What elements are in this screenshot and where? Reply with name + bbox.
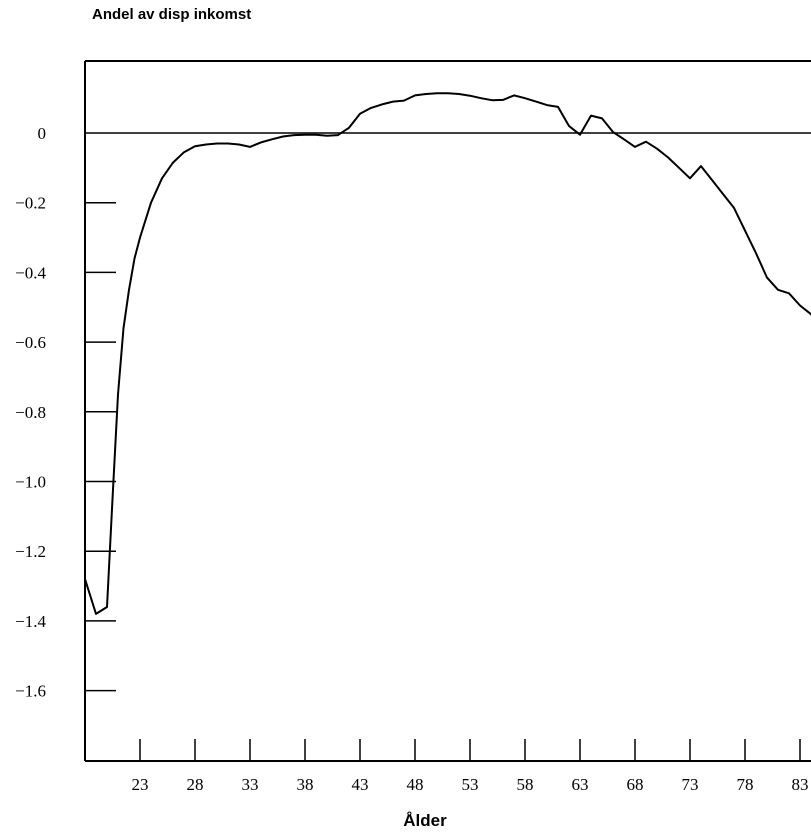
x-tick-label: 68 — [627, 775, 644, 794]
y-tick-label: −1.6 — [15, 682, 46, 701]
y-tick-label: −0.2 — [15, 194, 46, 213]
x-tick-label: 73 — [682, 775, 699, 794]
y-axis: 0 −0.2 −0.4 −0.6 −0.8 −1.0 −1.2 −1.4 −1.6 — [15, 124, 116, 701]
x-axis-label: Ålder — [403, 811, 447, 830]
y-tick-label: −1.0 — [15, 473, 46, 492]
y-tick-label: −1.2 — [15, 542, 46, 561]
x-tick-label: 23 — [132, 775, 149, 794]
x-tick-label: 78 — [737, 775, 754, 794]
x-tick-label: 28 — [187, 775, 204, 794]
y-tick-label: 0 — [38, 124, 47, 143]
series-line — [85, 92, 811, 615]
x-tick-label: 33 — [242, 775, 259, 794]
x-tick-label: 43 — [352, 775, 369, 794]
x-tick-label: 83 — [792, 775, 809, 794]
x-tick-label: 38 — [297, 775, 314, 794]
x-tick-label: 63 — [572, 775, 589, 794]
y-tick-label: −0.8 — [15, 403, 46, 422]
x-tick-label: 53 — [462, 775, 479, 794]
x-tick-label: 58 — [517, 775, 534, 794]
series-group — [85, 92, 811, 615]
y-tick-label: −0.4 — [15, 263, 46, 282]
y-tick-label: −0.6 — [15, 333, 46, 352]
y-tick-label: −1.4 — [15, 612, 46, 631]
x-axis: 23 28 33 38 43 48 53 58 63 68 73 78 83 — [132, 739, 809, 794]
x-tick-label: 48 — [407, 775, 424, 794]
chart-title: Andel av disp inkomst — [92, 6, 252, 23]
